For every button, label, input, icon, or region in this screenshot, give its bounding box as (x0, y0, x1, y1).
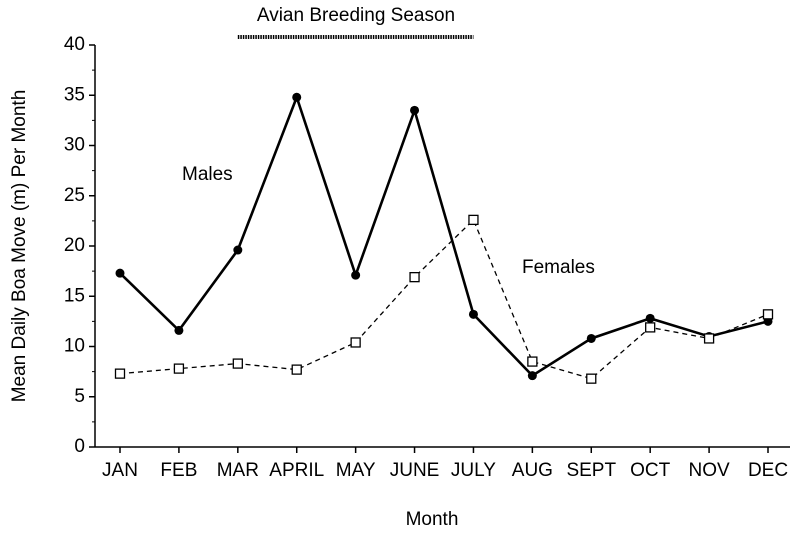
x-tick-label: MAR (217, 460, 259, 481)
y-tick-label: 15 (64, 285, 85, 306)
y-tick-label: 40 (64, 34, 85, 55)
y-tick-label: 25 (64, 185, 85, 206)
marker (291, 364, 302, 375)
marker (527, 371, 537, 381)
annotation: Avian Breeding Season (257, 5, 455, 26)
series-label: Females (522, 257, 595, 278)
marker (114, 368, 126, 379)
x-tick-label: NOV (688, 460, 730, 481)
x-tick-label: APRIL (269, 460, 324, 481)
marker (350, 337, 361, 348)
marker (762, 309, 774, 320)
marker (645, 322, 656, 333)
y-axis-label: Mean Daily Boa Move (m) Per Month (9, 90, 30, 403)
series-line (119, 93, 769, 378)
y-tick-label: 20 (64, 235, 85, 256)
y-tick-label: 35 (64, 84, 85, 105)
marker (232, 358, 243, 369)
marker (409, 272, 420, 283)
marker (115, 268, 125, 278)
marker (468, 214, 479, 226)
x-axis-label: Month (406, 509, 459, 530)
marker (174, 325, 184, 335)
marker (527, 356, 538, 367)
marker (233, 245, 243, 255)
y-tick-label: 5 (74, 386, 85, 407)
marker (586, 333, 596, 343)
x-tick-label: MAY (336, 460, 376, 481)
x-tick-label: FEB (160, 460, 197, 481)
x-tick-label: OCT (630, 460, 671, 481)
marker (351, 270, 361, 280)
x-tick-label: SEPT (566, 460, 616, 481)
marker (173, 363, 185, 374)
x-tick-label: DEC (748, 460, 788, 481)
marker (586, 373, 597, 384)
x-tick-label: JULY (451, 460, 496, 481)
marker (410, 105, 420, 115)
series-line (119, 218, 769, 380)
y-tick-label: 0 (74, 436, 85, 457)
marker (468, 309, 478, 319)
y-tick-label: 10 (64, 336, 85, 357)
y-tick-label: 30 (64, 135, 85, 156)
x-tick-label: JAN (102, 460, 138, 481)
x-tick-label: AUG (512, 460, 553, 481)
marker (645, 313, 655, 323)
x-tick-label: JUNE (390, 460, 440, 481)
series-label: Males (182, 164, 233, 185)
marker (292, 92, 302, 102)
marker (703, 333, 715, 344)
